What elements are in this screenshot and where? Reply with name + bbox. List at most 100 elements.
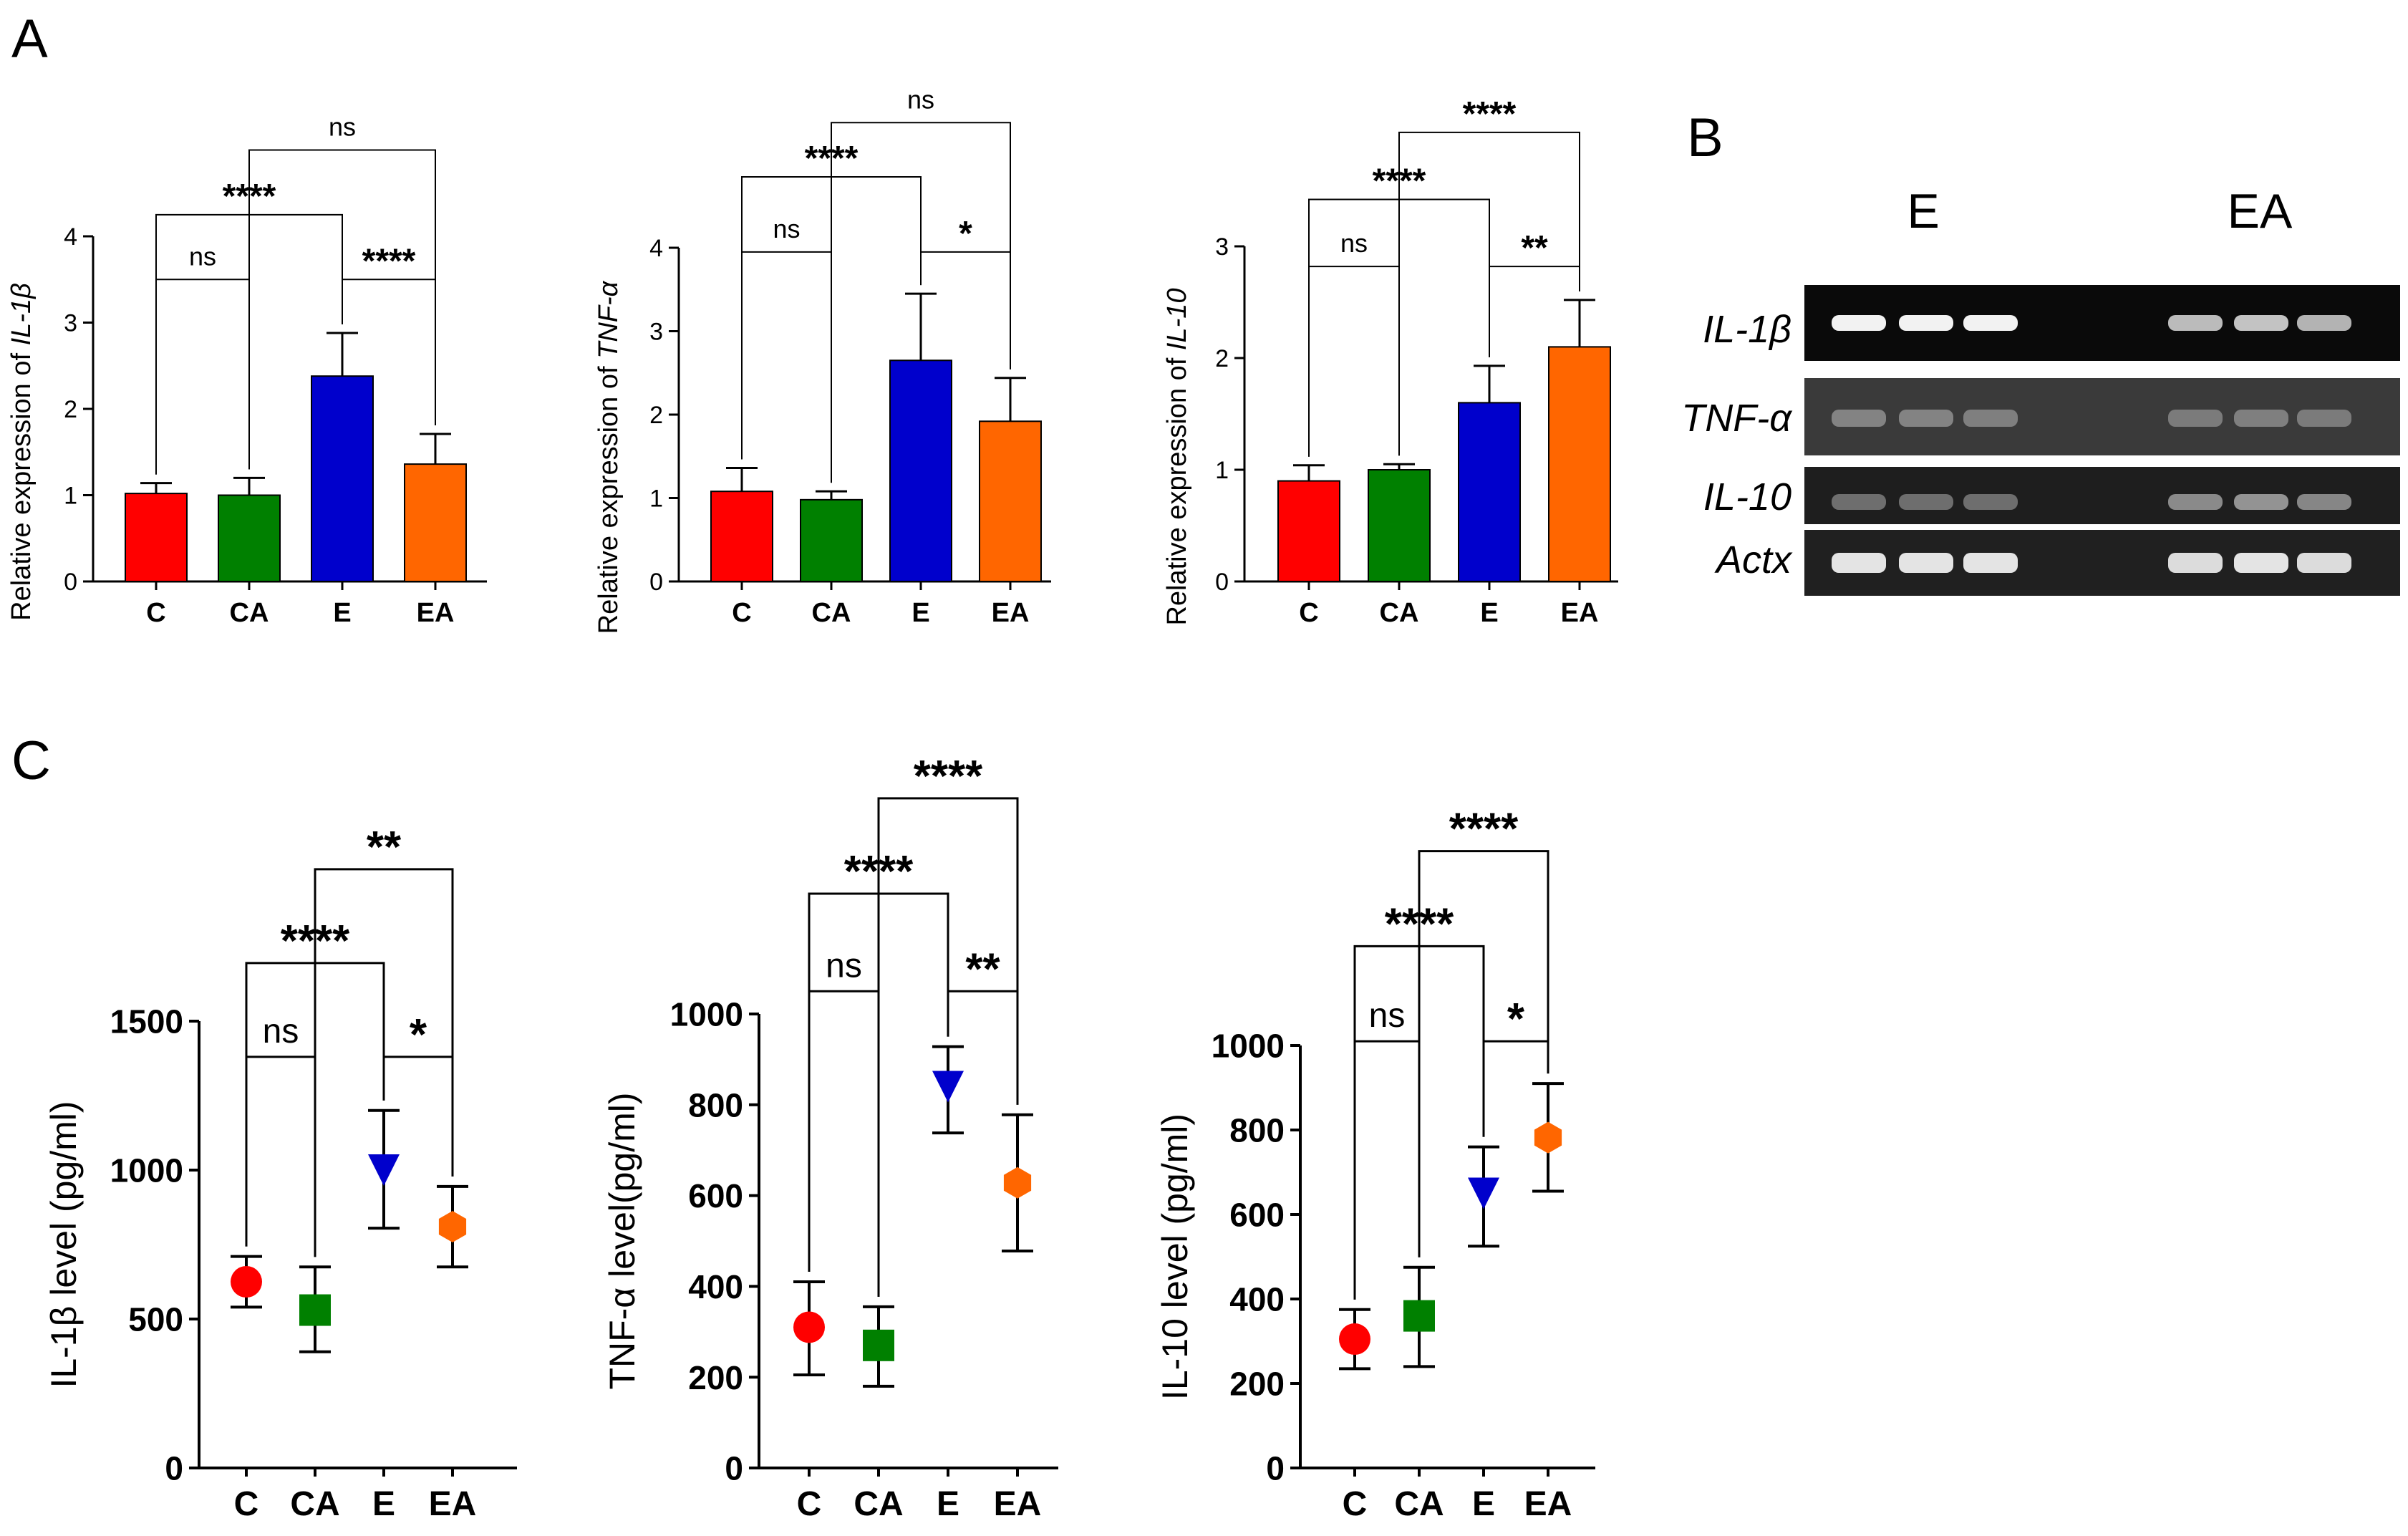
gel-band [2168, 494, 2223, 510]
y-tick-label: 0 [165, 1450, 183, 1487]
y-axis-label: Relative expression of IL-1β [6, 283, 37, 621]
significance-bracket [877, 797, 1019, 1297]
gel-band [1832, 494, 1886, 510]
x-tick-label: CA [854, 1485, 903, 1523]
y-tick-label: 0 [1266, 1450, 1285, 1487]
significance-bracket [808, 990, 880, 1297]
y-tick-label: 1000 [1212, 1028, 1285, 1065]
y-axis-label: TNF-α level(pg/ml) [602, 1092, 642, 1389]
significance-label: * [959, 215, 972, 253]
x-tick-label: EA [417, 598, 455, 628]
x-tick-label: EA [992, 598, 1030, 628]
data-point [863, 1329, 894, 1361]
gel-group-label-ea: EA [2228, 184, 2293, 238]
significance-label: ns [826, 947, 862, 985]
x-tick-label: E [333, 598, 351, 628]
x-tick-label: CA [812, 598, 851, 628]
x-tick-label: CA [1380, 598, 1419, 628]
bar [889, 359, 952, 582]
data-point [1534, 1121, 1562, 1154]
y-tick-label: 0 [64, 569, 77, 596]
y-tick-label: 400 [1229, 1281, 1285, 1318]
x-tick-label: CA [230, 598, 269, 628]
y-tick-label: 1000 [670, 996, 743, 1033]
x-tick-label: C [146, 598, 165, 628]
gel-band [1832, 315, 1886, 331]
y-axis-label-prefix: Relative expression of [6, 345, 37, 620]
y-tick-label: 1 [649, 486, 663, 513]
gel-band [2234, 315, 2288, 331]
gel-row-label-actx: Actx [1714, 538, 1793, 581]
data-point [368, 1154, 400, 1186]
x-tick-label: C [234, 1485, 259, 1523]
significance-bracket [1489, 266, 1580, 357]
significance-label: ns [263, 1013, 299, 1050]
chart-il1b-level: 0 500 1000 1500 C CA E EA IL-1β level (pg/ml) ns *… [44, 823, 517, 1523]
gel-band [2297, 315, 2351, 331]
gel-row-label-tnfa: TNF-α [1681, 397, 1793, 440]
y-axis-label: IL-10 level (pg/ml) [1155, 1114, 1195, 1400]
data-point [1003, 1167, 1032, 1199]
x-tick-label: CA [1394, 1485, 1444, 1523]
bar [979, 420, 1042, 582]
data-point [231, 1266, 262, 1298]
x-tick-label: C [797, 1485, 822, 1523]
y-tick-label: 600 [1229, 1197, 1285, 1234]
bar [710, 491, 773, 582]
gel-image: E EA IL-1β TNF-α IL-10 Actx [1681, 184, 2400, 596]
gel-band [1899, 410, 1953, 427]
significance-bracket [1308, 266, 1400, 457]
significance-label: **** [914, 752, 983, 801]
y-tick-label: 800 [688, 1086, 743, 1124]
bar [125, 493, 188, 583]
significance-bracket [1398, 131, 1580, 456]
gel-band [2168, 315, 2223, 331]
gel-band [1963, 410, 2018, 427]
gel-band [1899, 553, 1953, 573]
gel-band [2168, 553, 2223, 573]
data-point [1403, 1300, 1435, 1332]
x-tick-label: E [912, 598, 929, 628]
chart-il10-expression: 0 1 2 3 C CA E EA Relative expression of IL-10 ns… [1162, 95, 1618, 628]
significance-label: * [410, 1010, 427, 1060]
bar [311, 375, 374, 583]
bar [404, 463, 467, 582]
y-tick-label: 200 [1229, 1366, 1285, 1403]
gel-row-label-il10: IL-10 [1703, 475, 1792, 518]
bar [218, 494, 281, 582]
x-tick-label: C [1299, 598, 1318, 628]
significance-label: * [1507, 995, 1525, 1044]
x-tick-label: E [372, 1485, 395, 1523]
y-axis-label-gene: IL-1β [6, 283, 37, 345]
y-tick-label: 3 [649, 319, 663, 346]
data-point [438, 1211, 467, 1242]
gel-row-label-il1b: IL-1β [1703, 308, 1792, 351]
significance-bracket [314, 868, 454, 1257]
significance-label: ns [329, 112, 356, 142]
y-axis-label: Relative expression of IL-10 [1162, 288, 1192, 625]
x-tick-label: EA [994, 1485, 1042, 1523]
gel-band [2234, 553, 2288, 573]
significance-bracket [248, 149, 436, 470]
gel-band [2234, 494, 2288, 510]
chart-tnfa-expression: 0 1 2 3 4 C CA E EA Relative expression of TNF-α n… [594, 84, 1051, 634]
y-tick-label: 3 [1215, 233, 1229, 261]
y-tick-label: 3 [64, 310, 77, 337]
significance-label: ** [1521, 229, 1548, 267]
y-tick-label: 1 [1215, 457, 1229, 484]
significance-label: ns [773, 214, 800, 243]
x-tick-label: EA [429, 1485, 477, 1523]
data-point [299, 1294, 331, 1326]
y-tick-label: 0 [725, 1450, 743, 1487]
y-tick-label: 2 [1215, 345, 1229, 372]
y-axis-label-prefix: Relative expression of [594, 359, 624, 634]
panel-label-b: B [1687, 107, 1723, 168]
y-axis-label-gene: IL-10 [1162, 288, 1192, 350]
gel-band [2297, 494, 2351, 510]
y-tick-label: 800 [1229, 1112, 1285, 1149]
significance-bracket [1353, 1040, 1421, 1300]
significance-label: ns [189, 241, 216, 271]
y-axis-label-prefix: Relative expression of [1162, 350, 1192, 625]
significance-label: ns [1369, 997, 1406, 1035]
